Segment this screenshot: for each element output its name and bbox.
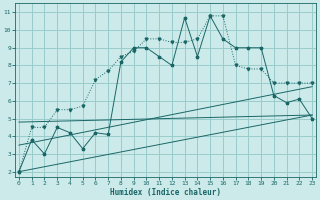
- X-axis label: Humidex (Indice chaleur): Humidex (Indice chaleur): [110, 188, 221, 197]
